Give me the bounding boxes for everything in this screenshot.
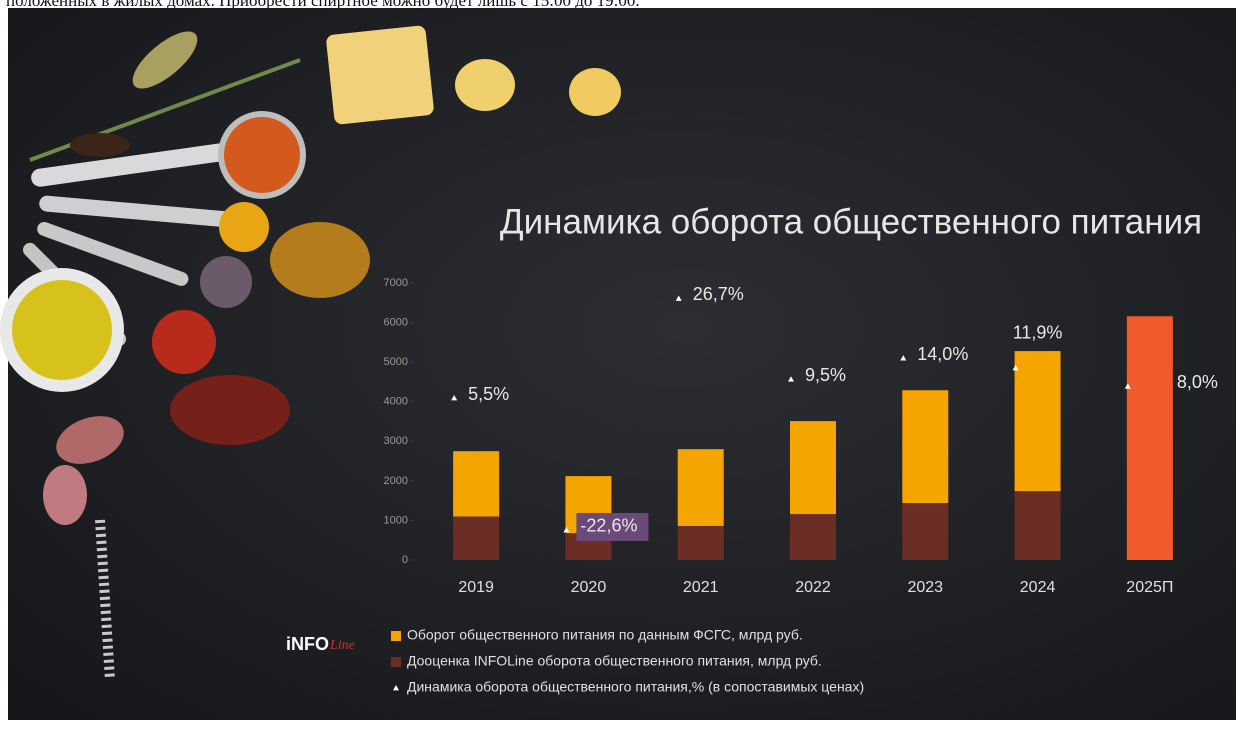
logo-script: Line (329, 638, 355, 653)
bar (1014, 351, 1061, 492)
data-label: 11,9% (1013, 323, 1063, 343)
y-tick-label: 6000 (384, 316, 408, 328)
data-label: 26,7% (693, 284, 744, 304)
data-label: 14,0% (917, 344, 968, 364)
y-tick-label: 0 (402, 554, 408, 566)
x-tick-label: 2021 (683, 579, 719, 596)
growth-marker (788, 376, 794, 382)
legend-label: Динамика оборота общественного питания,%… (407, 679, 864, 695)
logo: iNFO Line (286, 634, 355, 654)
growth-marker (1012, 364, 1019, 371)
data-label: -22,6% (580, 516, 637, 536)
legend-label: Оборот общественного питания по данным Ф… (407, 627, 803, 643)
x-tick-label: 2025П (1126, 579, 1173, 596)
caption: положенных в жилых домах. Приобрести спи… (6, 0, 640, 10)
x-tick-label: 2022 (795, 579, 831, 596)
y-tick-label: 3000 (384, 435, 408, 447)
growth-marker (451, 395, 458, 401)
y-tick-label: 2000 (384, 475, 408, 487)
bar (790, 421, 836, 515)
bar (1126, 316, 1173, 560)
bar (677, 525, 724, 560)
bar (453, 451, 500, 517)
x-tick-label: 2019 (458, 579, 494, 596)
bar (453, 516, 500, 560)
growth-marker (1124, 383, 1131, 389)
data-label: 8,0% (1177, 372, 1218, 392)
legend-label: Дооценка INFOLine оборота общественного … (407, 653, 822, 669)
logo-main: iNFO (286, 634, 329, 654)
y-tick-label: 1000 (384, 514, 408, 526)
bar (902, 390, 949, 504)
bar (677, 449, 724, 526)
y-tick-label: 7000 (384, 277, 408, 289)
y-tick-label: 5000 (384, 356, 408, 368)
chart-title: Динамика оборота общественного питания (500, 202, 1202, 241)
bar (1014, 491, 1061, 560)
x-tick-label: 2020 (571, 579, 607, 596)
legend-swatch (391, 657, 401, 667)
bar (790, 514, 836, 560)
legend-swatch (391, 631, 401, 641)
growth-marker (675, 295, 682, 301)
x-tick-label: 2023 (907, 579, 943, 596)
growth-marker (900, 355, 907, 361)
legend-marker (393, 685, 399, 691)
y-tick-label: 4000 (384, 396, 408, 408)
data-label: 5,5% (468, 384, 509, 404)
x-tick-label: 2024 (1020, 579, 1056, 596)
growth-marker (563, 526, 570, 533)
bar (902, 503, 949, 560)
data-label: 9,5% (805, 365, 846, 385)
label-box (576, 512, 649, 541)
decor (0, 25, 621, 681)
